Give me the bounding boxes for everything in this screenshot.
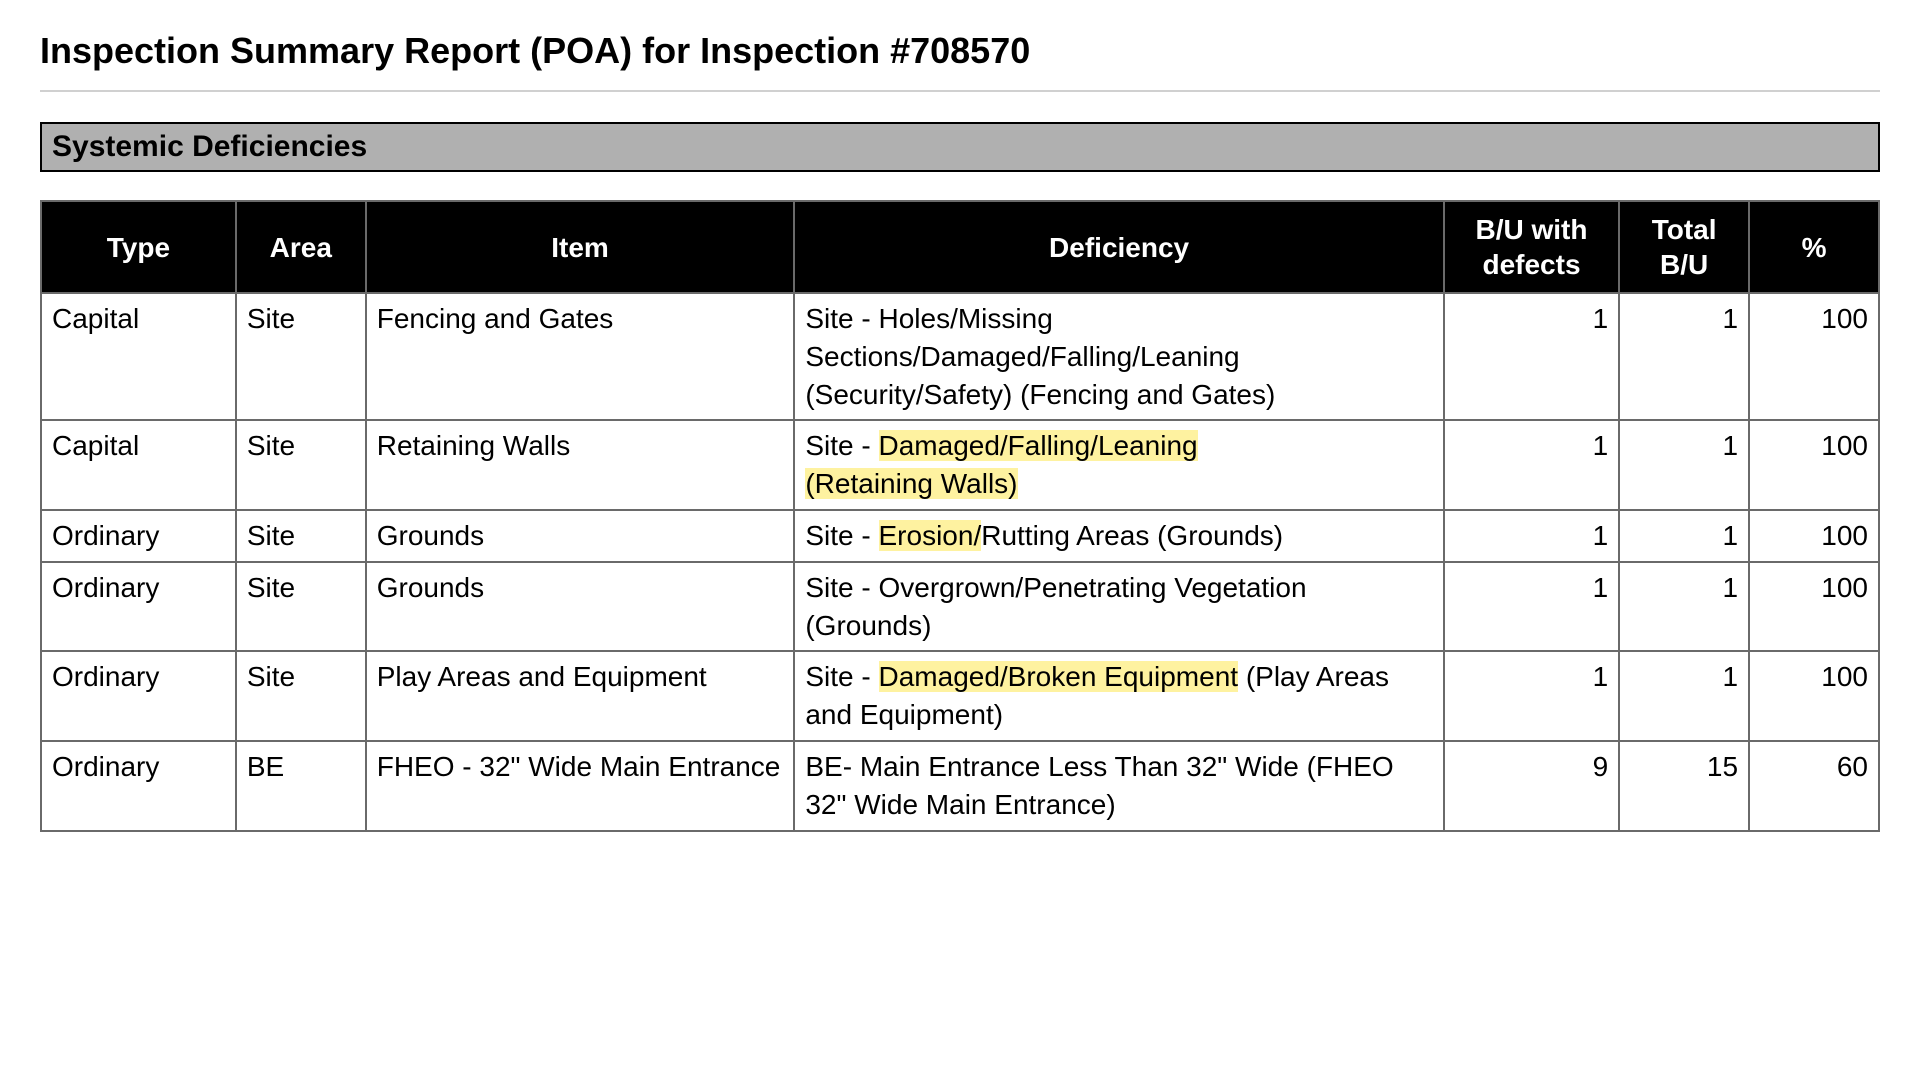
cell-area: BE [236,741,366,831]
cell-type: Ordinary [41,741,236,831]
report-page: Inspection Summary Report (POA) for Insp… [0,0,1920,862]
cell-item: Fencing and Gates [366,293,795,420]
cell-deficiency: Site - Erosion/Rutting Areas (Grounds) [794,510,1443,562]
cell-item: FHEO - 32" Wide Main Entrance [366,741,795,831]
cell-item: Retaining Walls [366,420,795,510]
section-header: Systemic Deficiencies [40,122,1880,172]
cell-area: Site [236,651,366,741]
cell-pct: 100 [1749,510,1879,562]
def-text: Rutting Areas (Grounds) [981,520,1283,551]
cell-item: Grounds [366,510,795,562]
cell-bu: 9 [1444,741,1619,831]
cell-pct: 100 [1749,651,1879,741]
table-row: Ordinary Site Play Areas and Equipment S… [41,651,1879,741]
cell-total: 1 [1619,651,1749,741]
cell-deficiency: Site - Damaged/Broken Equipment (Play Ar… [794,651,1443,741]
cell-bu: 1 [1444,510,1619,562]
table-row: Ordinary BE FHEO - 32" Wide Main Entranc… [41,741,1879,831]
cell-type: Ordinary [41,651,236,741]
deficiencies-table: Type Area Item Deficiency B/U with defec… [40,200,1880,832]
def-highlight: (Retaining Walls) [805,468,1017,499]
cell-total: 1 [1619,420,1749,510]
cell-area: Site [236,562,366,652]
cell-bu: 1 [1444,420,1619,510]
table-row: Ordinary Site Grounds Site - Overgrown/P… [41,562,1879,652]
cell-type: Capital [41,293,236,420]
cell-area: Site [236,510,366,562]
table-header-row: Type Area Item Deficiency B/U with defec… [41,201,1879,293]
cell-bu: 1 [1444,293,1619,420]
def-text: Site - [805,430,878,461]
cell-deficiency: Site - Damaged/Falling/Leaning (Retainin… [794,420,1443,510]
cell-type: Capital [41,420,236,510]
cell-type: Ordinary [41,510,236,562]
cell-deficiency: Site - Holes/Missing Sections/Damaged/Fa… [794,293,1443,420]
col-type: Type [41,201,236,293]
cell-total: 1 [1619,562,1749,652]
cell-pct: 100 [1749,293,1879,420]
cell-bu: 1 [1444,562,1619,652]
cell-item: Play Areas and Equipment [366,651,795,741]
cell-pct: 100 [1749,420,1879,510]
def-highlight: Damaged/Falling/Leaning [879,430,1198,461]
cell-item: Grounds [366,562,795,652]
cell-pct: 100 [1749,562,1879,652]
cell-total: 1 [1619,293,1749,420]
page-title: Inspection Summary Report (POA) for Insp… [40,30,1880,72]
title-rule [40,90,1880,92]
cell-area: Site [236,420,366,510]
cell-deficiency: Site - Overgrown/Penetrating Vegetation … [794,562,1443,652]
cell-bu: 1 [1444,651,1619,741]
cell-pct: 60 [1749,741,1879,831]
col-area: Area [236,201,366,293]
def-text: Site - [805,520,878,551]
cell-type: Ordinary [41,562,236,652]
cell-deficiency: BE- Main Entrance Less Than 32" Wide (FH… [794,741,1443,831]
col-item: Item [366,201,795,293]
def-text: Site - [805,661,878,692]
cell-total: 1 [1619,510,1749,562]
col-bu: B/U with defects [1444,201,1619,293]
col-pct: % [1749,201,1879,293]
def-highlight: Damaged/Broken Equipment [879,661,1239,692]
def-highlight: Erosion/ [879,520,982,551]
table-row: Capital Site Retaining Walls Site - Dama… [41,420,1879,510]
cell-area: Site [236,293,366,420]
col-deficiency: Deficiency [794,201,1443,293]
table-row: Capital Site Fencing and Gates Site - Ho… [41,293,1879,420]
cell-total: 15 [1619,741,1749,831]
table-row: Ordinary Site Grounds Site - Erosion/Rut… [41,510,1879,562]
col-total: Total B/U [1619,201,1749,293]
